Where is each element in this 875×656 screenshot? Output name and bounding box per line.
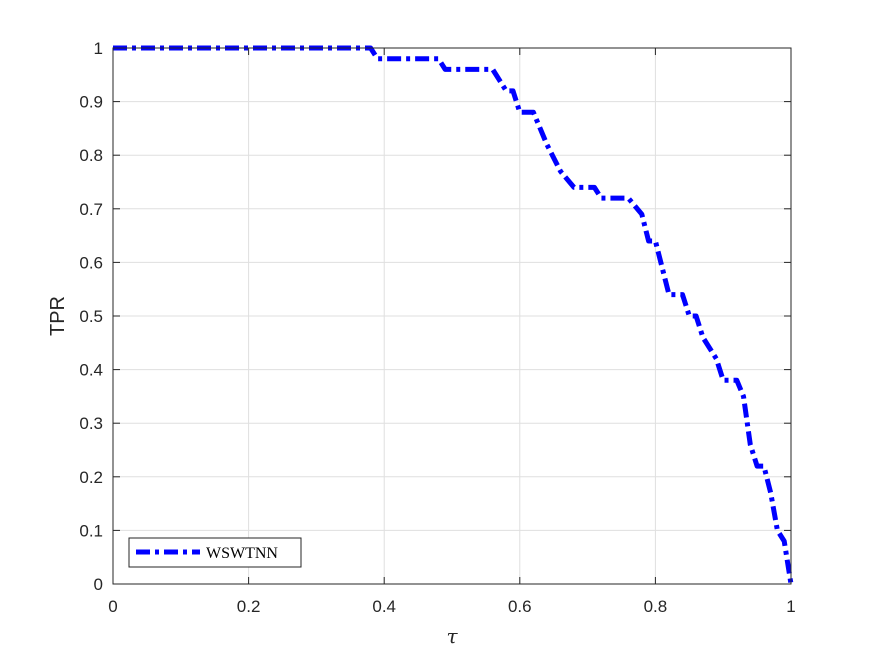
y-tick-labels: 0 0.1 0.2 0.3 0.4 0.5 0.6 0.7 0.8 0.9 1 [79,39,103,594]
x-tick-label: 0.2 [237,597,261,616]
y-axis-label: TPR [47,296,69,336]
y-tick-label: 0.7 [79,200,103,219]
x-tick-label: 0 [108,597,117,616]
y-tick-label: 0.4 [79,361,103,380]
y-tick-label: 0.8 [79,146,103,165]
plot-frame [112,47,792,585]
x-axis-label: τ [446,624,458,648]
y-tick-label: 1 [94,39,103,58]
legend: WSWTNN [128,537,302,568]
x-tick-label: 0.8 [644,597,668,616]
y-tick-label: 0.3 [79,414,103,433]
y-tick-label: 0.5 [79,307,103,326]
x-tick-label: 0.6 [508,597,532,616]
series-line-wswtnn [113,45,794,585]
y-tick-label: 0.6 [79,253,103,272]
y-tick-label: 0.2 [79,468,103,487]
legend-label-wswtnn: WSWTNN [206,545,278,562]
y-tick-label: 0.9 [79,93,103,112]
x-tick-label: 0.4 [372,597,396,616]
data-series [113,45,794,585]
x-tick-label: 1 [786,597,795,616]
y-tick-label: 0.1 [79,521,103,540]
x-tick-labels: 0 0.2 0.4 0.6 0.8 1 [108,597,795,616]
y-tick-label: 0 [94,575,103,594]
